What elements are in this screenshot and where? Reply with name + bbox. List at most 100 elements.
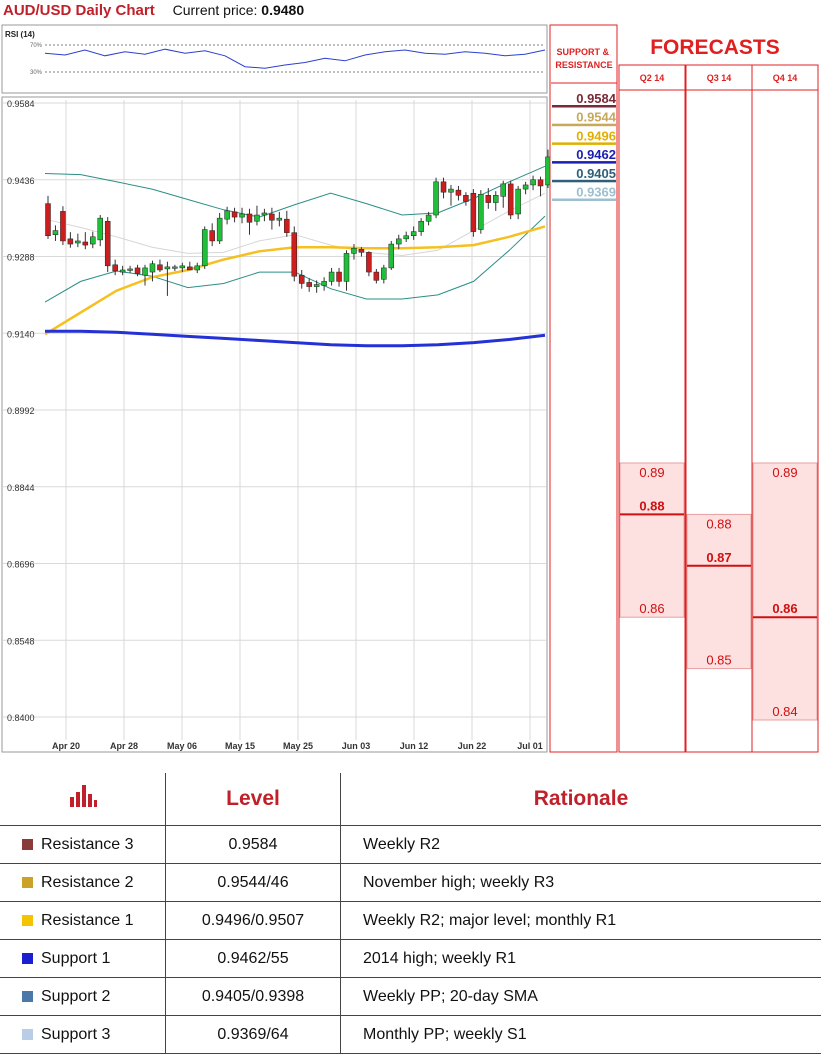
candle-body [172,267,177,269]
candle-body [508,184,513,215]
x-tick-label: May 15 [225,741,255,751]
table-header-icon [0,773,166,826]
level-name: Resistance 2 [41,874,134,891]
candle-body [75,241,80,243]
candle-body [501,184,506,196]
forecast-mid: 0.87 [706,550,731,565]
candle-body [471,193,476,231]
y-tick-label: 0.8696 [7,560,35,570]
level-rationale: November high; weekly R3 [341,864,821,902]
level-color-swatch [22,991,33,1002]
candle-body [157,265,162,270]
candle [389,241,394,270]
candle [60,206,65,245]
level-color-swatch [22,839,33,850]
candle-body [307,282,312,286]
candle-body [292,233,297,277]
candle-body [448,189,453,192]
candle-body [366,252,371,272]
sr-level-value: 0.9496 [576,128,616,143]
forecast-col-frame [619,65,685,752]
sr-level-value: 0.9405 [576,166,616,181]
candle-body [516,189,521,214]
candle-body [46,204,51,236]
y-tick-label: 0.9288 [7,253,35,263]
level-rationale: 2014 high; weekly R1 [341,940,821,978]
forecast-quarter-label: Q4 14 [773,73,798,83]
candle-body [389,244,394,268]
level-color-swatch [22,915,33,926]
candle [508,181,513,219]
candle-body [60,211,65,241]
candle-body [262,213,267,215]
candle-body [344,253,349,281]
candle-body [396,239,401,244]
x-tick-label: Apr 20 [52,741,80,751]
bar-chart-icon [68,783,98,809]
candle-body [434,182,439,215]
candle-body [351,248,356,253]
forecast-mid: 0.88 [639,498,664,513]
candle-body [165,267,170,269]
candle-body [538,180,543,186]
forecast-column: Q4 140.890.860.84 [752,65,818,752]
y-tick-label: 0.9436 [7,176,35,186]
level-name: Support 2 [41,988,110,1005]
candle-body [478,194,483,229]
candle-body [225,211,230,219]
table-header-level: Level [166,773,341,826]
y-tick-label: 0.9584 [7,99,35,109]
forecast-range [687,514,751,668]
level-name-cell: Support 1 [0,940,166,978]
x-tick-label: May 06 [167,741,197,751]
forecast-range [753,463,817,720]
forecast-low: 0.84 [772,704,797,719]
sr-column: SUPPORT & RESISTANCE 0.95840.95440.94960… [550,25,617,752]
rsi-panel: RSI (14) 70% 30% [2,25,547,93]
candle-body [359,249,364,252]
y-tick-label: 0.8548 [7,636,35,646]
candle-body [337,272,342,281]
candle-body [210,231,215,241]
candle-body [329,272,334,281]
forecast-high: 0.88 [706,516,731,531]
rsi-level-30: 30% [30,70,43,76]
candle-body [374,272,379,280]
candle-body [232,212,237,217]
candle-body [128,269,133,271]
x-tick-label: Apr 28 [110,741,138,751]
candle-body [456,190,461,195]
sr-level-value: 0.9462 [576,147,616,162]
forecast-quarter-label: Q3 14 [707,73,732,83]
candle-body [240,214,245,217]
candle [105,217,110,272]
level-name-cell: Resistance 1 [0,902,166,940]
forecast-range [620,463,684,617]
candle-body [53,231,58,235]
level-rationale: Weekly PP; 20-day SMA [341,978,821,1016]
candle-body [135,268,140,274]
candle-body [322,281,327,285]
level-name: Support 1 [41,950,110,967]
candle-body [105,221,110,266]
level-color-swatch [22,877,33,888]
sr-level-value: 0.9584 [576,91,617,106]
sr-level-value: 0.9544 [576,110,617,125]
candle-body [83,242,88,245]
candle-body [531,180,536,185]
candle-body [486,195,491,202]
forecasts-title: FORECASTS [650,36,780,59]
level-color-swatch [22,953,33,964]
candle-body [441,182,446,192]
candle-body [98,218,103,240]
level-name-cell: Support 2 [0,978,166,1016]
level-name-cell: Resistance 2 [0,864,166,902]
level-value: 0.9462/55 [166,940,341,978]
candle-body [269,214,274,220]
